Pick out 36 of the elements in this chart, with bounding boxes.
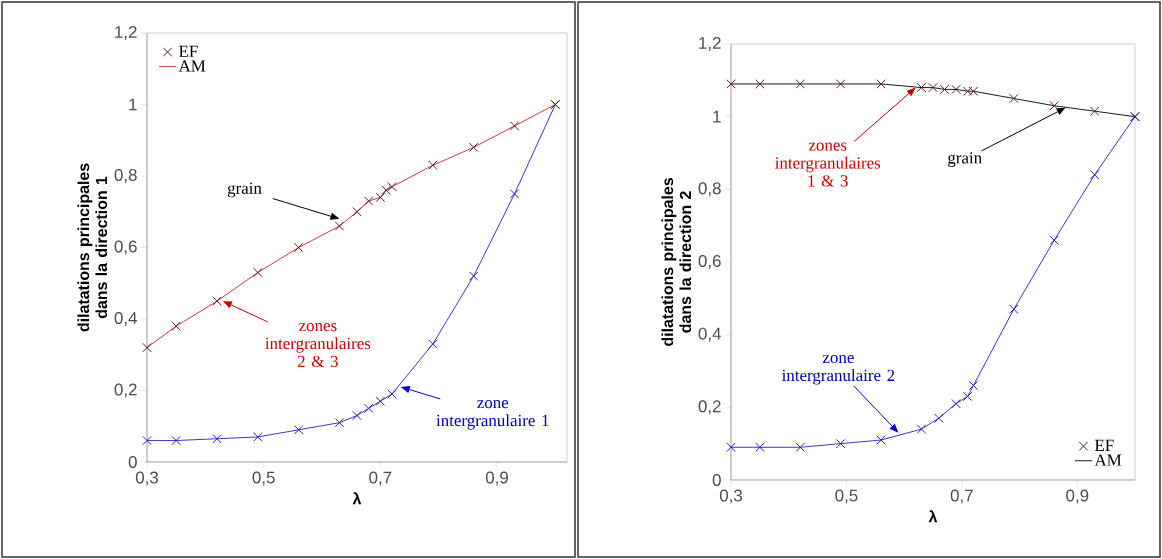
y-tick-label: 0,2 <box>114 383 137 398</box>
y-tick-label: 0,8 <box>114 168 137 183</box>
y-tick-label: 0,4 <box>698 327 721 342</box>
y-axis-title: dilatations principales dans la direction 1 <box>77 163 108 332</box>
legend-label: EF <box>178 45 198 57</box>
y-tick-label: 1,2 <box>699 36 721 51</box>
x-tick-label: 0,7 <box>369 471 392 486</box>
annotation: zone intergranulaire 1 <box>436 400 549 430</box>
x-tick-label: 0,3 <box>719 489 743 504</box>
y-tick-label: 0,8 <box>698 182 721 197</box>
annotation: zones intergranulaires 2 & 3 <box>265 323 371 368</box>
x-axis-title: λ <box>928 510 938 523</box>
annotation: grain <box>948 152 982 167</box>
y-tick-label: 1 <box>129 98 137 111</box>
legend-label: EF <box>1094 439 1114 451</box>
y-tick-label: 0 <box>128 455 137 468</box>
annotation: grain <box>227 182 262 198</box>
x-tick-label: 0,9 <box>1066 489 1089 504</box>
y-tick-label: 1 <box>713 110 721 123</box>
annotation: zones intergranulaires 1 & 3 <box>775 142 881 187</box>
y-axis-title: dilatations principales dans la direction 2 <box>661 178 692 346</box>
x-tick-label: 0,3 <box>135 471 159 486</box>
annotation: zone intergranulaire 2 <box>782 354 895 385</box>
legend-label: AM <box>1094 454 1122 466</box>
y-tick-label: 0,6 <box>698 254 721 269</box>
y-tick-label: 0,4 <box>114 311 137 326</box>
x-tick-label: 0,7 <box>950 489 973 504</box>
x-tick-label: 0,5 <box>252 471 275 486</box>
x-axis-title: λ <box>352 492 362 505</box>
legend-label: AM <box>178 60 206 72</box>
x-tick-label: 0,9 <box>485 471 508 486</box>
y-tick-label: 1,2 <box>115 25 137 40</box>
y-tick-label: 0,6 <box>114 240 137 255</box>
x-tick-label: 0,5 <box>835 489 858 504</box>
y-tick-label: 0 <box>712 473 721 486</box>
y-tick-label: 0,2 <box>698 400 721 415</box>
